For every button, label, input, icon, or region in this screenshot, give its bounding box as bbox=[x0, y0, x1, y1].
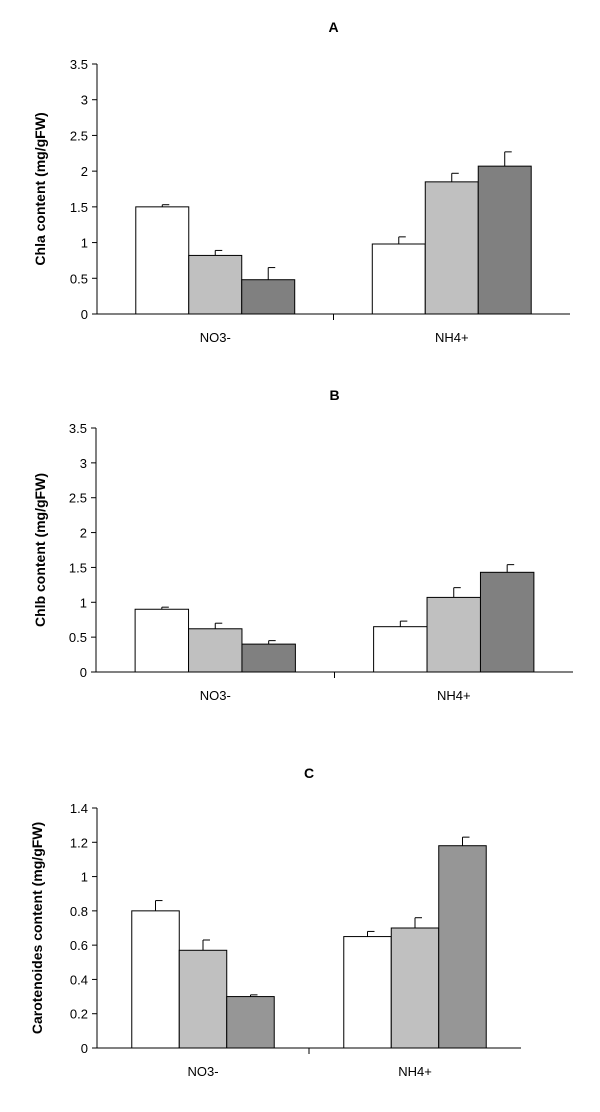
y-axis-label: Chla content (mg/gFW) bbox=[32, 112, 48, 265]
y-tick-label: 0 bbox=[81, 1041, 88, 1056]
bar bbox=[131, 910, 180, 1049]
y-tick-label: 1 bbox=[80, 595, 87, 610]
bar bbox=[373, 626, 428, 673]
bar bbox=[241, 279, 296, 315]
x-tick-label: NH4+ bbox=[435, 330, 469, 345]
y-tick-label: 2 bbox=[80, 526, 87, 541]
y-tick-label: 1.5 bbox=[69, 560, 87, 575]
bar bbox=[390, 927, 440, 1049]
y-tick-label: 3.5 bbox=[70, 57, 88, 72]
bar bbox=[343, 936, 392, 1049]
y-tick-label: 1 bbox=[81, 236, 88, 251]
bar bbox=[241, 643, 296, 673]
y-tick-label: 0.2 bbox=[70, 1007, 88, 1022]
bar bbox=[479, 571, 535, 673]
y-tick-label: 1.4 bbox=[70, 801, 88, 816]
x-tick-label: NO3- bbox=[200, 688, 231, 703]
bar bbox=[371, 243, 426, 315]
y-tick-label: 0 bbox=[81, 307, 88, 322]
bar bbox=[188, 254, 243, 315]
y-tick-label: 0 bbox=[80, 665, 87, 680]
bar bbox=[226, 996, 275, 1049]
y-tick-label: 2 bbox=[81, 164, 88, 179]
y-tick-label: 3.5 bbox=[69, 421, 87, 436]
chart-title: C bbox=[304, 765, 314, 781]
bar bbox=[178, 949, 228, 1049]
y-tick-label: 0.5 bbox=[69, 630, 87, 645]
bar bbox=[426, 596, 481, 673]
bar bbox=[188, 628, 243, 673]
y-tick-label: 1.2 bbox=[70, 835, 88, 850]
y-tick-label: 0.4 bbox=[70, 972, 88, 987]
chart-title: B bbox=[329, 387, 339, 403]
y-tick-label: 0.6 bbox=[70, 938, 88, 953]
chart-panel-b: B Chlb content (mg/gFW) 0 0.5 1 1.5 2 2.5 3 3.5 NO… bbox=[32, 387, 573, 703]
chart-panel-c: C Carotenoides content (mg/gFW) 0 0.2 0.4 0.6… bbox=[29, 765, 521, 1079]
x-tick-label: NO3- bbox=[200, 330, 231, 345]
y-tick-label: 1.5 bbox=[70, 200, 88, 215]
y-tick-label: 1 bbox=[81, 870, 88, 885]
bar bbox=[438, 845, 487, 1049]
y-axis-label: Chlb content (mg/gFW) bbox=[32, 473, 48, 627]
y-tick-label: 3 bbox=[80, 456, 87, 471]
y-tick-label: 0.8 bbox=[70, 904, 88, 919]
bar bbox=[424, 181, 479, 315]
y-tick-label: 3 bbox=[81, 93, 88, 108]
bar bbox=[135, 206, 190, 315]
y-tick-label: 0.5 bbox=[70, 271, 88, 286]
x-tick-label: NH4+ bbox=[437, 688, 471, 703]
y-tick-label: 2.5 bbox=[70, 128, 88, 143]
bar bbox=[134, 608, 190, 673]
chart-title: A bbox=[328, 19, 338, 35]
y-axis-label: Carotenoides content (mg/gFW) bbox=[29, 822, 45, 1034]
bar bbox=[477, 165, 532, 315]
chart-panel-a: A Chla content (mg/gFW) 0 0.5 1 1.5 2 2.5 3 3.5 NO… bbox=[32, 19, 570, 345]
y-tick-label: 2.5 bbox=[69, 491, 87, 506]
x-tick-label: NO3- bbox=[187, 1064, 218, 1079]
x-tick-label: NH4+ bbox=[398, 1064, 432, 1079]
